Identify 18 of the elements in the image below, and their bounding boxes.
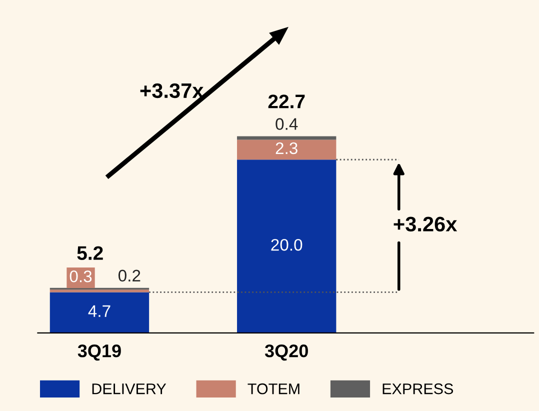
data-label: 4.7 (88, 305, 110, 317)
x-tick-label: 3Q20 (264, 344, 308, 361)
data-label: 20.0 (271, 238, 302, 251)
legend-label: TOTEM (248, 383, 300, 394)
bar (237, 140, 336, 160)
total-label: 22.7 (268, 94, 305, 108)
text: +3.37x (140, 83, 204, 98)
data-label: 0.3 (70, 270, 92, 282)
data-label: 2.3 (276, 142, 298, 154)
x-tick-label: 3Q19 (78, 344, 121, 361)
legend-label: EXPRESS (382, 383, 454, 394)
bar (50, 292, 150, 333)
total-label: 5.2 (77, 246, 103, 260)
data-label: 0.2 (118, 270, 140, 282)
bar (237, 136, 336, 140)
legend-label: DELIVERY (92, 384, 166, 394)
annotation: +3.26x (394, 216, 458, 232)
data-label: 0.4 (276, 118, 298, 130)
